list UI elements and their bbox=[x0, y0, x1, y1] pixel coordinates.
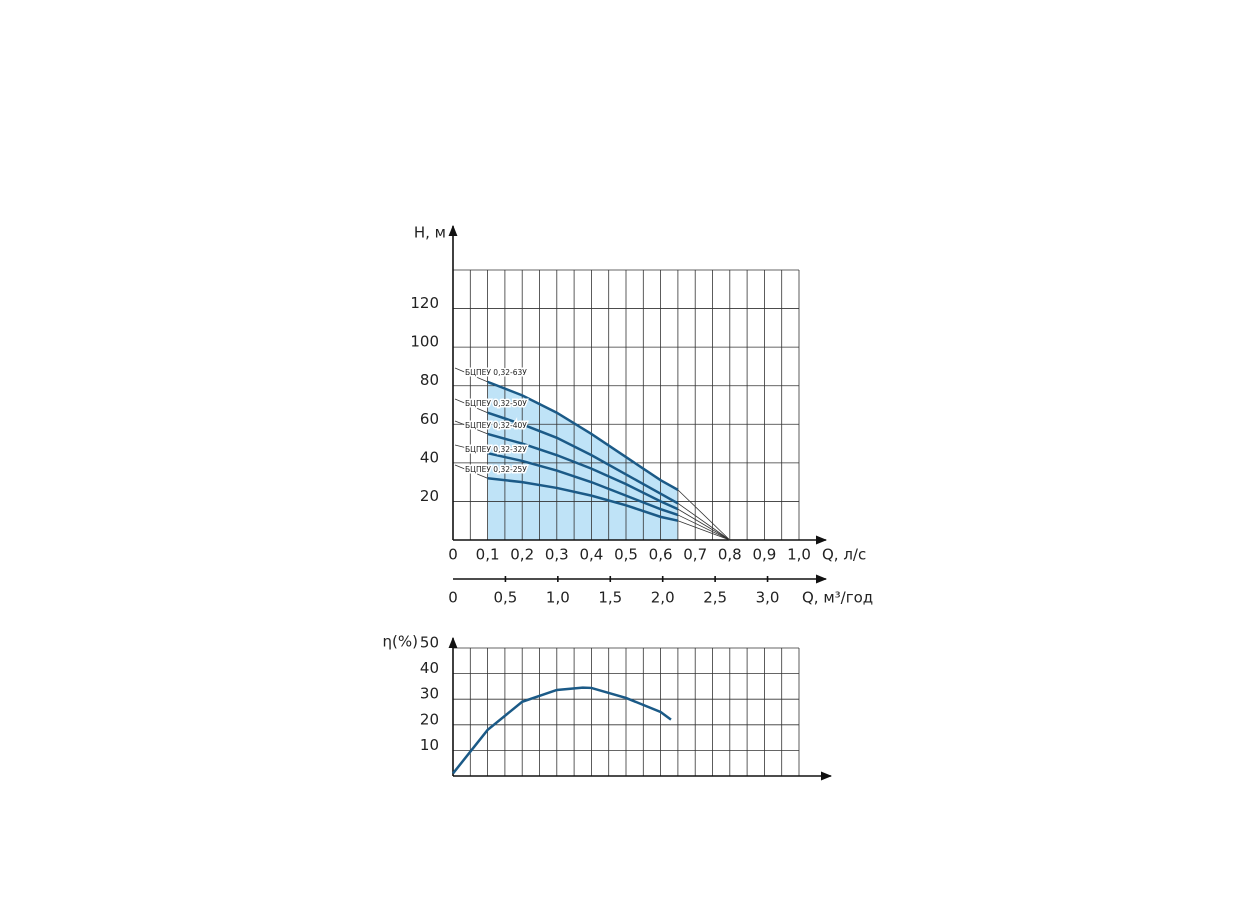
y-axis-label: H, м bbox=[414, 224, 446, 242]
x2-tick-label: 1,0 bbox=[546, 589, 570, 607]
operating-area bbox=[487, 381, 678, 540]
label-leader bbox=[454, 367, 488, 383]
curve bbox=[487, 411, 679, 505]
series-label: БЦПЕУ 0,32-25У bbox=[465, 465, 527, 474]
x-tick-label: 0 bbox=[448, 546, 458, 564]
extension-line bbox=[677, 514, 730, 541]
y-tick-label: 10 bbox=[420, 736, 439, 754]
x-tick-label: 0,6 bbox=[649, 546, 673, 564]
y-tick-label: 20 bbox=[420, 710, 439, 728]
label-leader bbox=[454, 444, 488, 454]
y-tick-label: 40 bbox=[420, 659, 439, 677]
label-leader bbox=[454, 464, 488, 479]
y-tick-label: 100 bbox=[410, 333, 439, 351]
extension-line bbox=[677, 520, 730, 541]
curve bbox=[487, 477, 679, 522]
y-axis-label: η(%) bbox=[383, 633, 418, 651]
series-label: БЦПЕУ 0,32-63У bbox=[465, 368, 527, 377]
x2-tick-label: 2,5 bbox=[703, 589, 727, 607]
label-leader bbox=[454, 398, 488, 414]
y-tick-label: 30 bbox=[420, 685, 439, 703]
extension-line bbox=[677, 489, 731, 541]
x2-tick-label: 2,0 bbox=[651, 589, 675, 607]
series-label: БЦПЕУ 0,32-50У bbox=[465, 399, 527, 408]
y-tick-label: 50 bbox=[420, 634, 439, 652]
y-tick-label: 40 bbox=[420, 448, 439, 466]
x-tick-label: 0,1 bbox=[476, 546, 500, 564]
x-axis-label: Q, л/с bbox=[822, 546, 866, 564]
y-tick-label: 60 bbox=[420, 410, 439, 428]
x2-tick-label: 1,5 bbox=[598, 589, 622, 607]
y-tick-label: 20 bbox=[420, 487, 439, 505]
curve bbox=[487, 432, 679, 511]
label-leader bbox=[454, 420, 488, 435]
x-tick-label: 0,2 bbox=[510, 546, 534, 564]
x-tick-label: 0,7 bbox=[683, 546, 707, 564]
x2-tick-label: 3,0 bbox=[756, 589, 780, 607]
extension-line bbox=[677, 503, 731, 541]
x-tick-label: 0,3 bbox=[545, 546, 569, 564]
x2-tick-label: 0 bbox=[448, 589, 458, 607]
x-tick-label: 0,8 bbox=[718, 546, 742, 564]
series-label: БЦПЕУ 0,32-32У bbox=[465, 445, 527, 454]
series-label: БЦПЕУ 0,32-40У bbox=[465, 421, 527, 430]
curve bbox=[452, 686, 672, 775]
x2-tick-label: 0,5 bbox=[493, 589, 517, 607]
y-tick-label: 120 bbox=[410, 294, 439, 312]
x-tick-label: 0,5 bbox=[614, 546, 638, 564]
curve bbox=[487, 451, 679, 517]
x-tick-label: 0,4 bbox=[579, 546, 603, 564]
y-tick-label: 80 bbox=[420, 371, 439, 389]
curve bbox=[487, 380, 679, 491]
extension-line bbox=[677, 508, 731, 541]
x-tick-label: 0,9 bbox=[752, 546, 776, 564]
x2-axis-label: Q, м³/год bbox=[802, 589, 873, 607]
x-tick-label: 1,0 bbox=[787, 546, 811, 564]
